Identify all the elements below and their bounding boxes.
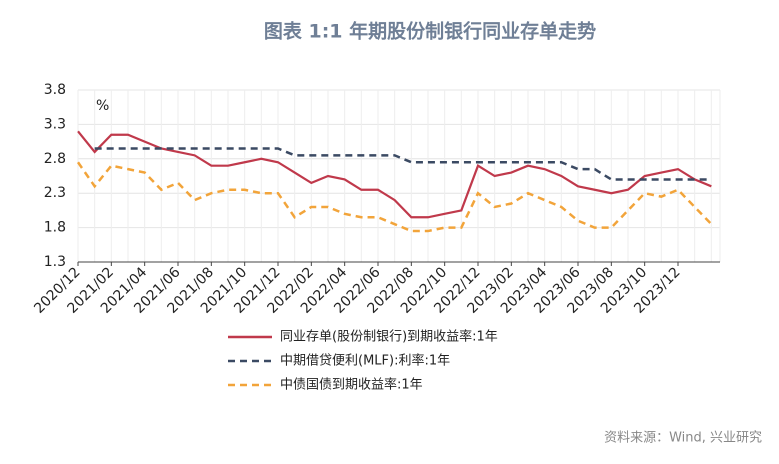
y-tick-label: 3.3: [44, 116, 66, 132]
y-tick-label: 1.8: [44, 220, 66, 236]
legend-label: 中期借贷便利(MLF):利率:1年: [280, 353, 450, 369]
y-unit: %: [96, 98, 109, 114]
legend-label: 中债国债到期收益率:1年: [280, 377, 423, 393]
source: 资料来源：Wind, 兴业研究: [604, 431, 762, 446]
y-tick-label: 2.3: [44, 185, 66, 201]
y-tick-label: 3.8: [44, 82, 66, 98]
chart-title: 图表 1:1 年期股份制银行同业存单走势: [264, 20, 596, 43]
series-line: [77, 130, 712, 219]
y-tick-label: 1.3: [44, 254, 66, 270]
y-tick-label: 2.8: [44, 151, 66, 167]
series-line: [76, 161, 713, 233]
series-line: [94, 147, 712, 181]
legend-label: 同业存单(股份制银行)到期收益率:1年: [280, 329, 498, 345]
